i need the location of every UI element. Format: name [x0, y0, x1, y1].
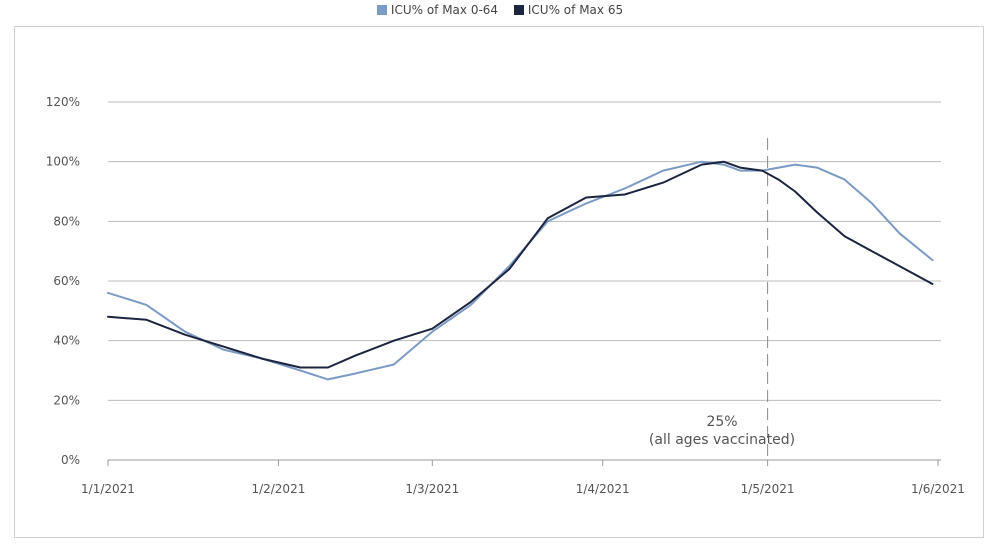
x-tick-label: 1/2/2021	[251, 482, 305, 496]
x-tick-label: 1/6/2021	[911, 482, 965, 496]
x-tick-label: 1/4/2021	[576, 482, 630, 496]
annotation-label: 25%	[706, 414, 737, 430]
x-tick-label: 1/1/2021	[81, 482, 135, 496]
series-line-0-64	[107, 160, 934, 381]
x-tick-label: 1/5/2021	[741, 482, 795, 496]
y-tick-label: 60%	[53, 274, 80, 288]
y-tick-label: 40%	[53, 334, 80, 348]
chart-legend: ICU% of Max 0-64 ICU% of Max 65	[0, 2, 1000, 17]
legend-item-65: ICU% of Max 65	[513, 2, 624, 17]
y-tick-label: 120%	[46, 95, 80, 109]
x-tick-label: 1/3/2021	[405, 482, 459, 496]
series-line-65	[107, 160, 934, 369]
legend-label-65: ICU% of Max 65	[527, 2, 624, 17]
y-tick-label: 0%	[61, 453, 80, 467]
legend-label-0-64: ICU% of Max 0-64	[390, 2, 499, 17]
y-tick-label: 100%	[46, 155, 80, 169]
legend-swatch-65	[513, 4, 524, 15]
legend-item-0-64: ICU% of Max 0-64	[376, 2, 499, 17]
y-tick-label: 80%	[53, 214, 80, 228]
y-tick-label: 20%	[53, 393, 80, 407]
annotation-sublabel: (all ages vaccinated)	[649, 432, 795, 448]
legend-swatch-0-64	[376, 4, 387, 15]
chart-frame	[14, 26, 984, 538]
